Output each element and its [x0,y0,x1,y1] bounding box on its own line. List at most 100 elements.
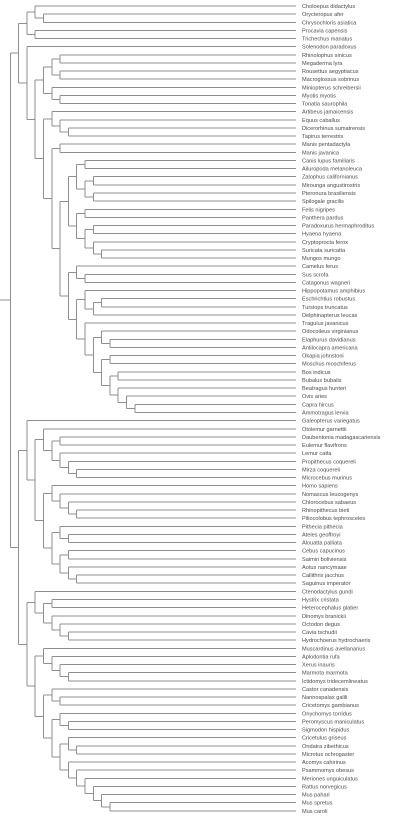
taxon-label: Callithrix jacchus [302,573,344,579]
taxon-label: Sigmodon hispidus [302,728,349,734]
taxon-label: Zalophus californianus [302,175,358,181]
taxon-label: Onychomys torridus [302,711,352,717]
taxon-label: Ailuropoda melanoleuca [302,167,363,173]
taxon-label: Microtus ochrogaster [302,752,354,758]
taxon-label: Cryptoprocta ferox [302,240,348,246]
taxon-label: Piliocolobus tephrosceles [302,516,365,522]
taxon-label: Saimiri boliviensis [302,557,347,563]
taxon-label: Choloepus didactylus [302,4,355,10]
taxon-label: Mus spretus [302,801,333,807]
taxon-label: Tonatia saurophila [302,102,348,108]
taxon-label: Pithecia pithecia [302,524,344,530]
taxon-label: Otolemur garnettii [302,427,346,433]
taxon-label: Myotis myotis [302,93,336,99]
taxon-label: Camelus ferus [302,264,338,270]
taxon-label: Canis lupus familiaris [302,158,355,164]
taxon-label: Ateles geoffroyi [302,532,340,538]
taxon-label: Chrysochloris asiatica [302,20,357,26]
taxon-label: Xerus inauris [302,663,335,669]
taxon-label: Ovis aries [302,394,327,400]
taxon-label: Alouatta palliata [302,541,343,547]
taxon-label: Suricata suricatta [302,248,346,254]
taxon-label: Castor canadensis [302,687,349,693]
taxon-label: Cricetulus griseus [302,736,347,742]
taxon-label: Tapirus terrestris [302,134,344,140]
taxon-label: Acomys cahirinus [302,760,346,766]
taxon-label: Sus scrofa [302,272,329,278]
taxon-label: Dinomys branickii [302,614,346,620]
taxon-label: Muscardinus avellanarius [302,646,365,652]
taxon-label: Hyaena hyaena [302,232,342,238]
taxon-label: Heterocephalus glaber [302,606,358,612]
taxon-label: Rousettus aegyptiacus [302,69,359,75]
taxon-label: Equus caballus [302,118,340,124]
taxon-label: Rhinolophus sinicus [302,53,352,59]
taxon-label: Mirounga angustirostris [302,183,360,189]
taxon-label: Felis nigripes [302,207,335,213]
taxon-label: Galeopterus variegatus [302,419,360,425]
taxon-label: Nannospalax galili [302,695,347,701]
taxon-label: Eschrichtius robustus [302,297,355,303]
taxon-label: Hydrochoerus hydrochaeris [302,638,371,644]
taxon-label: Ondatra zibethicus [302,744,349,750]
taxon-label: Beatragus hunteri [302,386,346,392]
taxon-label: Dicerorhinus sumatrensis [302,126,365,132]
taxon-label: Mirza coquereli [302,467,340,473]
taxon-label: Artibeus jamaicensis [302,110,354,116]
taxon-label: Microcebus murinus [302,476,352,482]
taxon-label: Manis pentadactyla [302,142,351,148]
taxon-label: Delphinapterus leucas [302,313,358,319]
taxon-label: Solenodon paradoxus [302,45,357,51]
taxon-label: Tragulus javanicus [302,321,349,327]
taxon-label: Aplodontia rufa [302,654,341,660]
taxon-label: Meriones unguiculatus [302,776,358,782]
taxon-label: Cricetomys gambianus [302,703,359,709]
taxon-label: Eulemur flavifrons [302,443,347,449]
taxon-label: Daubentonia madagascariensis [302,435,381,441]
taxon-label: Elaphurus davidianus [302,337,356,343]
taxon-label: Bubalus bubalis [302,378,342,384]
taxon-label: Tursiops truncatus [302,305,348,311]
taxon-label: Macroglossus sobrinus [302,77,359,83]
taxon-label: Moschus moschiferus [302,362,356,368]
taxon-label: Cavia tschudii [302,630,337,636]
taxon-label: Mus pahari [302,793,330,799]
taxon-label: Ammotragus lervia [302,411,350,417]
taxon-label: Trichechus manatus [302,37,352,43]
taxon-label: Pteronura brasiliensis [302,191,356,197]
taxon-label: Paradoxurus hermaphroditus [302,224,374,230]
taxon-label: Panthera pardus [302,215,344,221]
taxon-label: Rhinopithecus bieti [302,508,349,514]
taxon-label: Odocoileus virginianus [302,329,358,335]
taxon-label: Catagonus wagneri [302,280,350,286]
taxon-label: Aotus nancymaae [302,565,347,571]
taxon-label: Rattus norvegicus [302,784,347,790]
taxon-label: Psammomys obesus [302,768,354,774]
taxon-label: Ctenodactylus gundi [302,589,353,595]
taxon-label: Mungos mungo [302,256,341,262]
taxon-label: Manis javanica [302,150,340,156]
taxon-label: Okapia johnstoni [302,354,344,360]
taxon-label: Nomascus leucogenys [302,492,358,498]
taxon-label: Homo sapiens [302,484,338,490]
taxon-label: Hippopotamus amphibius [302,289,365,295]
taxon-label: Orycteropus afer [302,12,344,18]
taxon-label: Capra hircus [302,402,334,408]
taxon-label: Octodon degus [302,622,340,628]
taxon-label: Hystrix cristata [302,597,340,603]
taxon-label: Chlorocebus sabaeus [302,500,356,506]
taxon-label: Marmota marmota [302,671,349,677]
taxon-label: Peromyscus maniculatus [302,719,364,725]
taxon-label: Megaderma lyra [302,61,343,67]
taxon-label: Miniopterus schreibersii [302,85,361,91]
taxon-label: Lemur catta [302,451,332,457]
taxon-label: Ictidomys tridecemlineatus [302,679,368,685]
taxon-label: Mus caroli [302,809,328,815]
taxon-label: Bos indicus [302,370,331,376]
taxon-label: Cebus capucinus [302,549,345,555]
taxon-label: Antilocapra americana [302,345,359,351]
taxon-label: Saguinus imperator [302,581,351,587]
taxon-label: Procavia capensis [302,28,348,34]
taxon-label: Spilogale gracilis [302,199,344,205]
